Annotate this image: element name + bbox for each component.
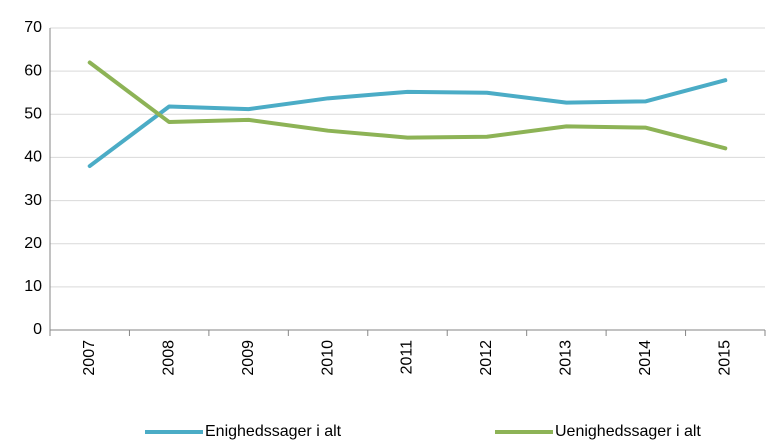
- legend-label: Enighedssager i alt: [205, 423, 342, 440]
- legend-label: Uenighedssager i alt: [555, 423, 701, 440]
- y-tick-label: 20: [24, 235, 42, 252]
- x-tick-label: 2009: [240, 340, 257, 376]
- series-line: [87, 60, 728, 151]
- y-tick-label: 60: [24, 62, 42, 79]
- y-tick-label: 50: [24, 106, 42, 123]
- y-tick-label: 30: [24, 192, 42, 209]
- y-tick-label: 40: [24, 149, 42, 166]
- y-tick-label: 70: [24, 19, 42, 36]
- x-tick-label: 2008: [160, 340, 177, 376]
- series-line: [87, 78, 728, 169]
- x-tick-label: 2013: [558, 340, 575, 376]
- y-tick-label: 0: [33, 321, 42, 338]
- x-tick-label: 2010: [319, 340, 336, 376]
- x-tick-label: 2014: [637, 340, 654, 376]
- y-tick-label: 10: [24, 278, 42, 295]
- x-tick-label: 2015: [716, 340, 733, 376]
- x-tick-label: 2012: [478, 340, 495, 376]
- x-tick-label: 2007: [81, 340, 98, 376]
- x-tick-label: 2011: [399, 340, 416, 375]
